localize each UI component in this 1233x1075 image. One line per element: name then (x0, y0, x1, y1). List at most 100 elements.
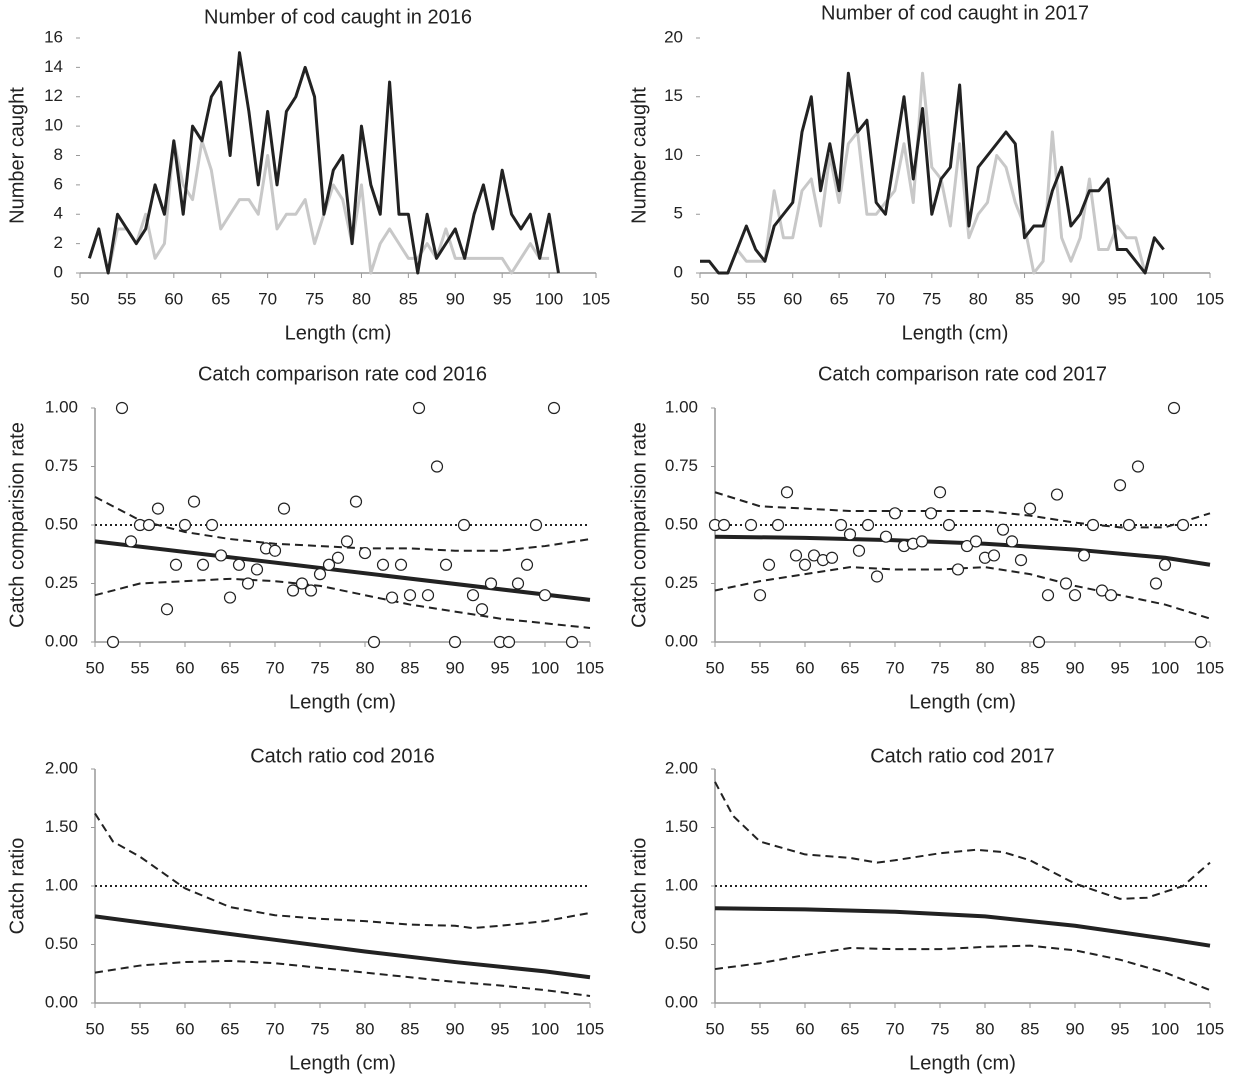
y-tick-label: 0.50 (665, 934, 698, 953)
x-tick-label: 60 (176, 658, 195, 677)
x-tick-label: 105 (1196, 289, 1224, 308)
y-tick-label: 0.25 (45, 573, 78, 592)
x-tick-label: 85 (1021, 1019, 1040, 1038)
x-tick-label: 70 (258, 289, 277, 308)
point (879, 530, 893, 543)
line-series (94, 959, 591, 997)
point (1050, 488, 1064, 501)
point (430, 460, 444, 473)
x-tick-label: 55 (117, 289, 136, 308)
line-series (94, 914, 591, 980)
x-tick-label: 80 (969, 289, 988, 308)
y-tick-label: 10 (664, 145, 683, 164)
x-tick-label: 50 (706, 658, 725, 677)
line-series (94, 812, 591, 930)
point (1032, 635, 1046, 649)
point (538, 589, 552, 602)
point (753, 589, 767, 602)
point (142, 518, 156, 532)
y-tick-label: 0.50 (45, 934, 78, 953)
x-tick-label: 70 (886, 1019, 905, 1038)
point (223, 591, 237, 604)
point (151, 502, 165, 515)
line-series (714, 491, 1211, 529)
point (852, 544, 866, 557)
x-tick-label: 55 (751, 1019, 770, 1038)
y-axis-label: Number caught (6, 87, 28, 224)
point (951, 563, 965, 576)
point (1077, 549, 1091, 562)
x-tick-label: 105 (576, 658, 604, 677)
point (861, 518, 875, 532)
x-tick-label: 105 (1196, 658, 1224, 677)
point (295, 577, 309, 590)
point (106, 635, 120, 649)
y-tick-label: 1.00 (665, 875, 698, 894)
point (484, 577, 498, 590)
x-tick-label: 65 (221, 1019, 240, 1038)
x-tick-label: 70 (266, 1019, 285, 1038)
x-axis-label: Length (cm) (902, 322, 1009, 344)
y-tick-label: 2.00 (45, 758, 78, 777)
point (457, 518, 471, 532)
chart-title: Catch ratio cod 2017 (870, 745, 1055, 767)
x-tick-label: 85 (1015, 289, 1034, 308)
point (565, 635, 579, 649)
point (115, 401, 129, 415)
x-tick-label: 105 (582, 289, 610, 308)
y-tick-label: 1.00 (45, 397, 78, 416)
point (1167, 401, 1181, 415)
point (780, 486, 794, 499)
point (762, 558, 776, 571)
y-tick-label: 0.00 (665, 631, 698, 650)
x-tick-label: 100 (1151, 1019, 1179, 1038)
point (1086, 518, 1100, 532)
point (367, 635, 381, 649)
line-series (94, 539, 591, 602)
x-tick-label: 95 (493, 289, 512, 308)
point (933, 486, 947, 499)
point (1014, 553, 1028, 567)
point (520, 558, 534, 571)
point (340, 535, 354, 548)
point (439, 558, 453, 571)
point (448, 635, 462, 649)
x-tick-label: 65 (221, 658, 240, 677)
chart-title: Number of cod caught in 2017 (821, 2, 1089, 24)
y-tick-label: 12 (44, 86, 63, 105)
point (466, 589, 480, 602)
point (1113, 479, 1127, 492)
point (178, 518, 192, 532)
chart-title: Catch comparison rate cod 2016 (198, 363, 487, 385)
point (196, 558, 210, 571)
x-tick-label: 65 (841, 1019, 860, 1038)
point (160, 603, 174, 616)
x-tick-label: 75 (931, 1019, 950, 1038)
y-tick-label: 10 (44, 116, 63, 135)
line-series (700, 71, 1147, 275)
point (547, 401, 561, 415)
x-axis-label: Length (cm) (289, 691, 396, 713)
point (286, 584, 300, 597)
point (304, 584, 318, 597)
x-tick-label: 100 (535, 289, 563, 308)
x-tick-label: 95 (491, 658, 510, 677)
point (268, 544, 282, 557)
line-series (714, 906, 1211, 948)
x-tick-label: 90 (446, 1019, 465, 1038)
point (843, 528, 857, 541)
point (1005, 535, 1019, 548)
point (1041, 589, 1055, 602)
x-tick-label: 105 (1196, 1019, 1224, 1038)
y-tick-label: 0 (674, 262, 683, 281)
point (888, 507, 902, 520)
point (394, 558, 408, 571)
x-tick-label: 55 (131, 658, 150, 677)
chart-title: Catch ratio cod 2016 (250, 745, 435, 767)
x-tick-label: 50 (71, 289, 90, 308)
line-series (714, 566, 1211, 620)
point (717, 518, 731, 532)
y-tick-label: 0.75 (45, 456, 78, 475)
x-tick-label: 100 (1149, 289, 1177, 308)
x-tick-label: 60 (783, 289, 802, 308)
